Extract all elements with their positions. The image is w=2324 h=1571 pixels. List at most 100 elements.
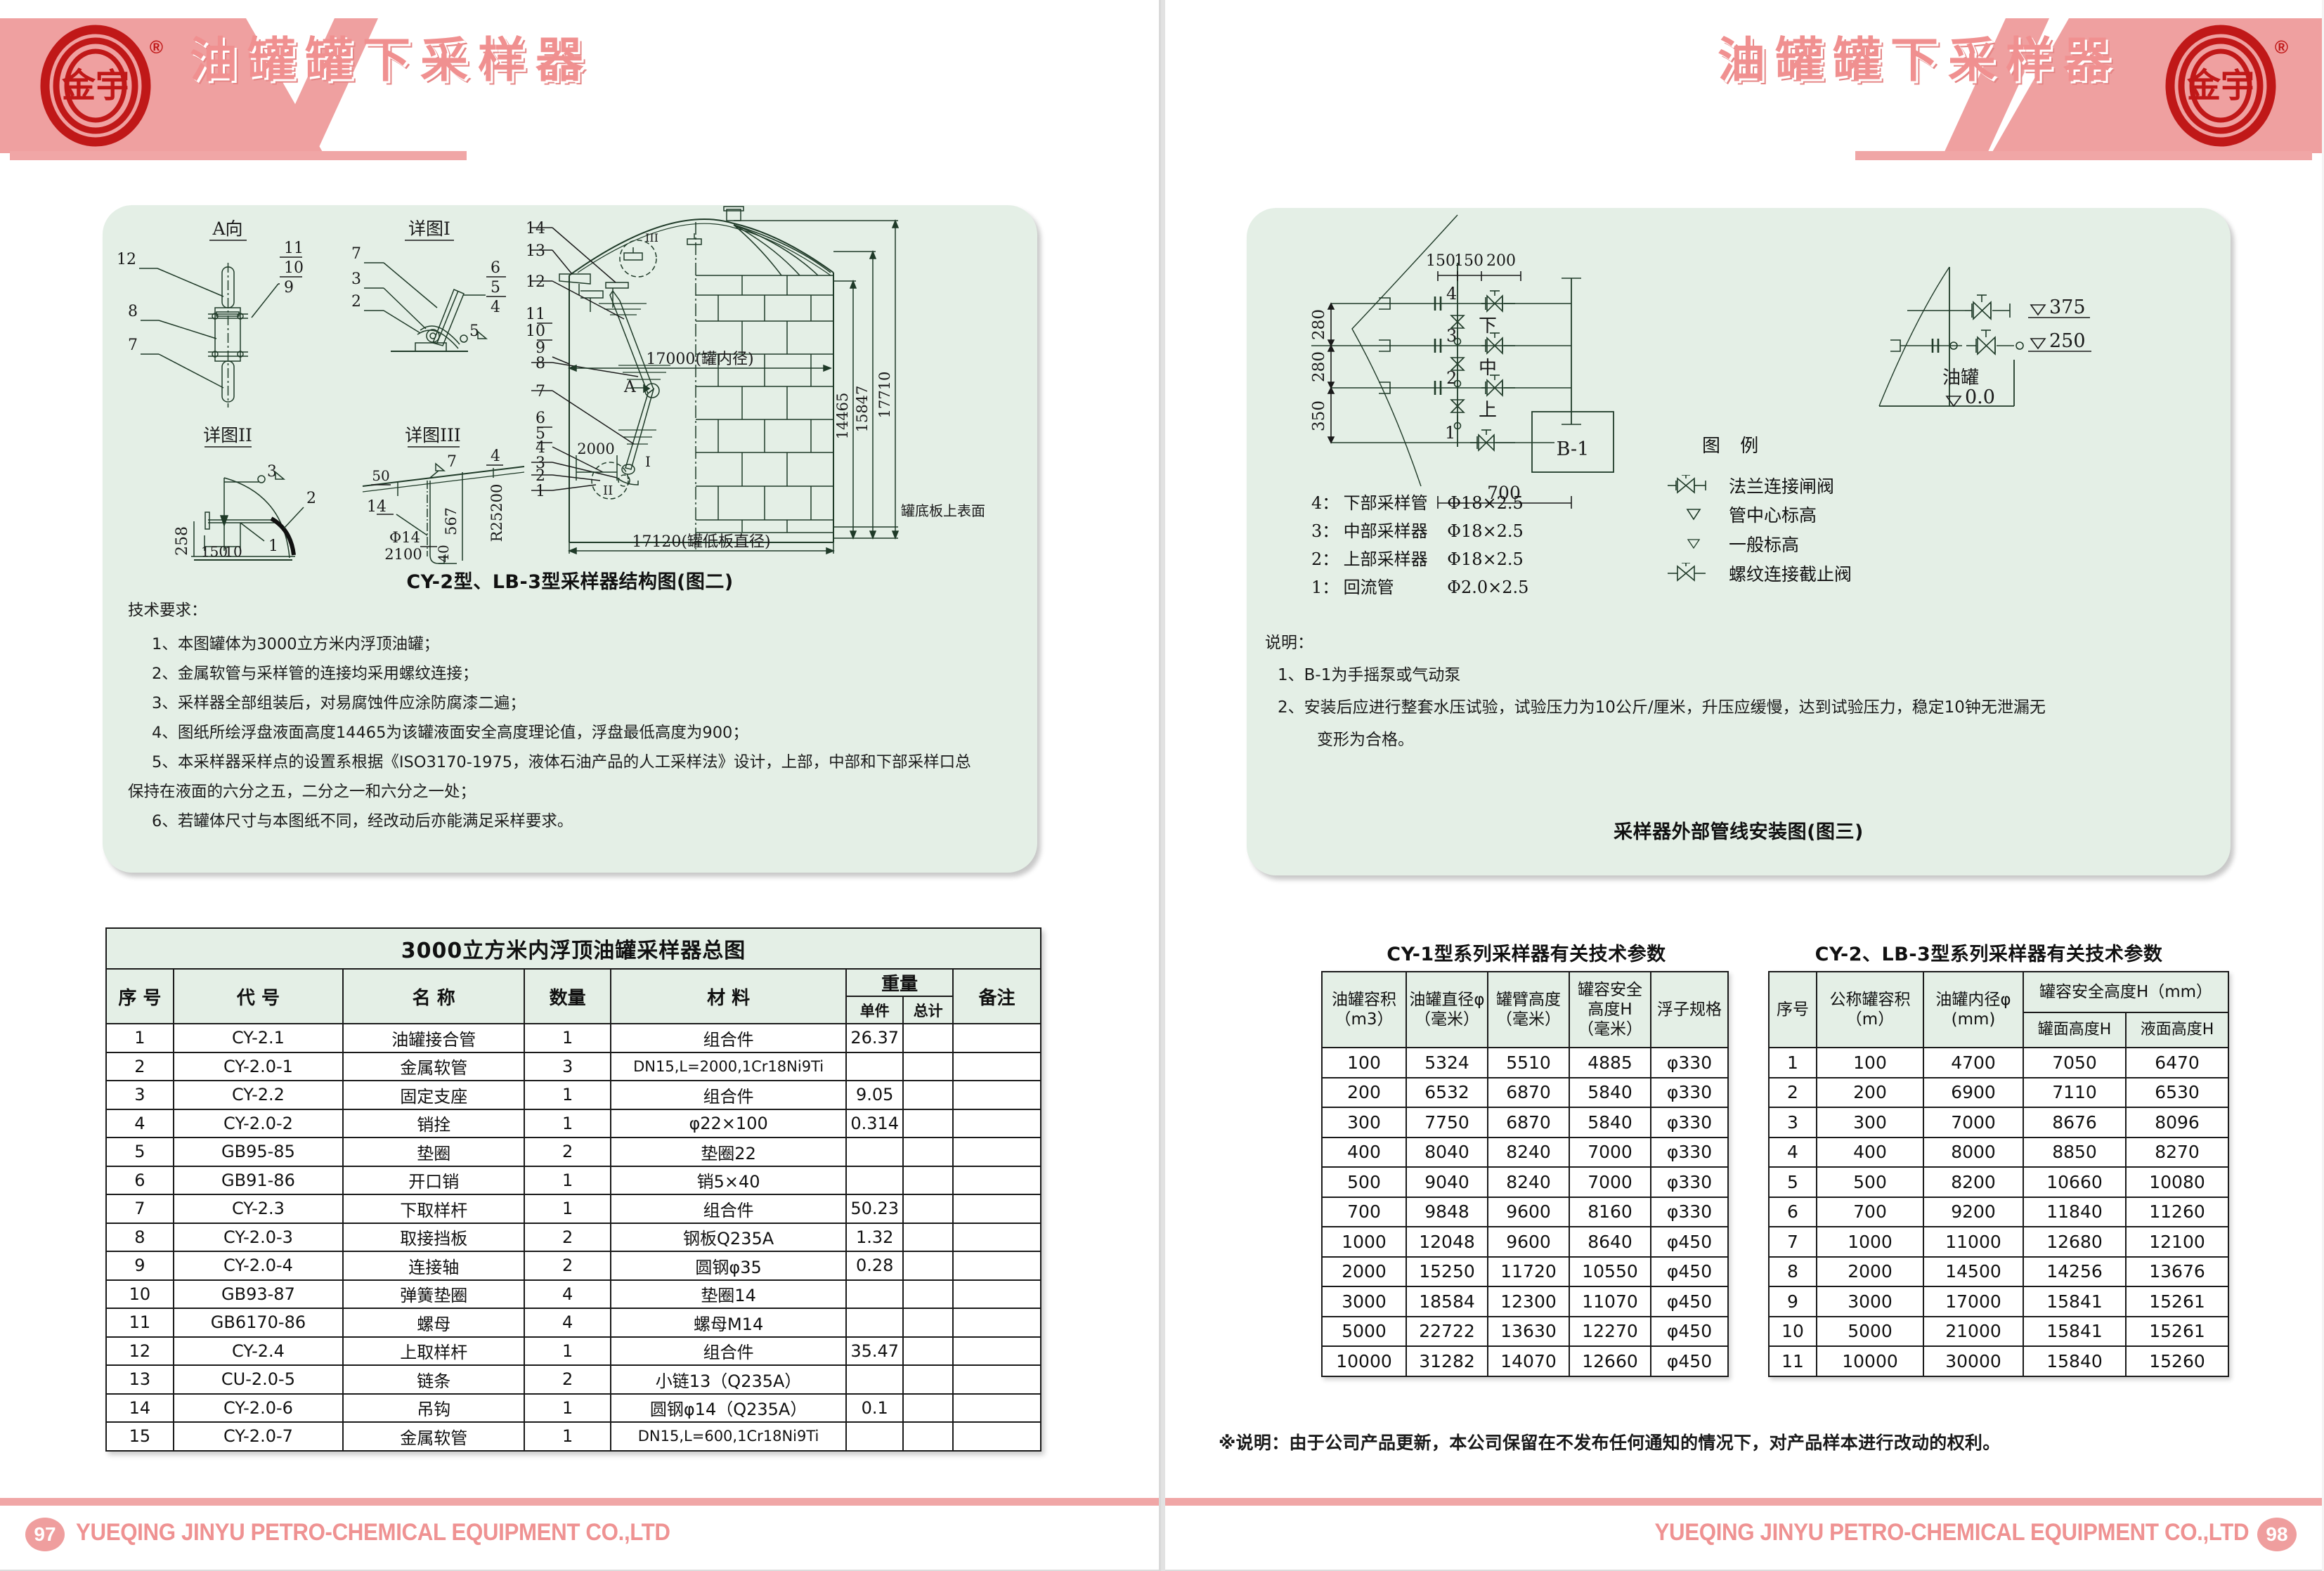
t1-cell-volume: 2000	[1321, 1256, 1407, 1287]
bom-cell-name: 弹簧垫圈	[342, 1279, 526, 1309]
bom-cell-material: 小链13（Q235A）	[610, 1364, 848, 1395]
table-row: 4 CY-2.0-2 销拴 1 φ22×100 0.314	[105, 1108, 1041, 1138]
t1-cell-wall-h: 14070	[1487, 1345, 1570, 1377]
bom-cell-code: CU-2.0-5	[172, 1364, 344, 1395]
t2-cell-tank-h: 7110	[2023, 1076, 2127, 1108]
table-row: 6 GB91-86 开口销 1 销5×40	[105, 1165, 1041, 1195]
company-name-right: YUEQING JINYU PETRO-CHEMICAL EQUIPMENT C…	[1654, 1519, 2249, 1546]
bom-cell-material: 销5×40	[610, 1165, 848, 1195]
table-row: 10 5000 21000 15841 15261	[1768, 1315, 2229, 1347]
table-row: 5 GB95-85 垫圈 2 垫圈22	[105, 1137, 1041, 1167]
table-row: 1000 12048 9600 8640 φ450	[1321, 1226, 1729, 1258]
bom-cell-note	[952, 1251, 1041, 1281]
t2-cell-tank-h: 11840	[2023, 1196, 2127, 1227]
svg-text:12: 12	[117, 251, 136, 268]
t2-cell-liquid-h: 8096	[2125, 1107, 2229, 1138]
tech-req-item-2: 2、金属软管与采样管的连接均采用螺纹连接；	[152, 665, 479, 683]
table-row: 2 CY-2.0-1 金属软管 3 DN15,L=2000,1Cr18Ni9Ti	[105, 1051, 1041, 1081]
svg-text:详图I: 详图I	[408, 219, 450, 239]
bom-cell-note	[952, 1194, 1041, 1224]
table-row: 9 3000 17000 15841 15261	[1768, 1286, 2229, 1317]
footer-body	[0, 1506, 1159, 1571]
technical-requirements: 技术要求： 1、本图罐体为3000立方米内浮顶油罐； 2、金属软管与采样管的连接…	[128, 596, 1034, 836]
svg-text:1: 1	[1445, 423, 1455, 443]
t1-header-volume: 油罐容积 （m3）	[1321, 971, 1407, 1048]
bom-cell-seq: 6	[105, 1165, 174, 1195]
bom-cell-note	[952, 1051, 1041, 1081]
registered-trademark-icon: ®	[149, 37, 163, 58]
t2-cell-inner-d: 21000	[1923, 1315, 2024, 1347]
svg-text:258: 258	[174, 526, 191, 556]
t2-cell-tank-h: 15840	[2023, 1345, 2127, 1377]
t2-cell-volume: 200	[1816, 1076, 1924, 1108]
svg-text:17120(罐低板直径): 17120(罐低板直径)	[632, 533, 770, 551]
t2-subheader-liquid-h: 液面高度H	[2125, 1012, 2229, 1048]
svg-text:3: 3	[1446, 326, 1457, 346]
table-row: 5 500 8200 10660 10080	[1768, 1166, 2229, 1198]
right-page: 油罐罐下采样器 金宇 ®	[1161, 0, 2322, 1571]
t1-cell-safe-h: 7000	[1569, 1136, 1651, 1168]
bom-cell-qty: 1	[524, 1023, 612, 1053]
table-row: 1 CY-2.1 油罐接合管 1 组合件 26.37	[105, 1023, 1041, 1053]
bom-cell-code: GB93-87	[172, 1279, 344, 1309]
svg-text:150: 150	[1454, 252, 1484, 270]
bom-cell-code: CY-2.0-2	[172, 1108, 344, 1138]
t2-cell-liquid-h: 10080	[2125, 1166, 2229, 1198]
t1-cell-wall-h: 6870	[1487, 1076, 1570, 1108]
table-cy2-title: CY-2、LB-3型系列采样器有关技术参数	[1815, 944, 2163, 965]
bom-cell-note	[952, 1222, 1041, 1252]
t2-cell-liquid-h: 6530	[2125, 1076, 2229, 1108]
t1-cell-float: φ330	[1650, 1136, 1729, 1168]
t2-cell-inner-d: 14500	[1923, 1256, 2024, 1287]
bom-cell-weight-unit: 26.37	[845, 1023, 904, 1053]
svg-text:油罐: 油罐	[1942, 367, 1979, 389]
bom-cell-weight-unit	[845, 1364, 904, 1395]
legend-item-pipe-center-elevation: 管中心标高	[1658, 500, 1954, 529]
table-cy1-title: CY-1型系列采样器有关技术参数	[1387, 944, 1666, 965]
svg-text:50: 50	[372, 467, 389, 484]
svg-text:罐底板上表面: 罐底板上表面	[901, 502, 985, 519]
t1-cell-float: φ330	[1650, 1107, 1729, 1138]
bom-cell-note	[952, 1421, 1041, 1452]
t2-cell-seq: 11	[1768, 1345, 1817, 1377]
page-title: 油罐罐下采样器	[190, 33, 594, 89]
legend-item-flange-gate-valve: 法兰连接闸阀	[1658, 471, 1954, 500]
table-row: 3000 18584 12300 11070 φ450	[1321, 1286, 1729, 1317]
svg-text:R25200: R25200	[488, 484, 505, 542]
t1-cell-diameter: 12048	[1406, 1226, 1488, 1258]
svg-text:11: 11	[526, 306, 545, 323]
t2-rows: 1 100 4700 7050 6470 2 200 6900 7110 6530 3 300 7000…	[1768, 1047, 2229, 1377]
legend-label-general-elevation: 一般标高	[1729, 535, 1800, 555]
bom-cell-material: 钢板Q235A	[610, 1222, 848, 1252]
t1-cell-safe-h: 7000	[1569, 1166, 1651, 1198]
bom-cell-weight-unit	[845, 1279, 904, 1309]
bom-cell-material: φ22×100	[610, 1108, 848, 1138]
bom-cell-weight-total	[902, 1080, 954, 1110]
bom-cell-seq: 12	[105, 1336, 174, 1366]
bom-cell-seq: 11	[105, 1308, 174, 1338]
t2-cell-liquid-h: 13676	[2125, 1256, 2229, 1287]
pipe-spec-row-1: 1： 回流管 Φ2.0×2.5	[1311, 578, 1529, 597]
bom-cell-seq: 4	[105, 1108, 174, 1138]
svg-text:10: 10	[224, 543, 242, 560]
svg-text:5: 5	[469, 322, 479, 340]
page-number: 97	[25, 1518, 65, 1551]
bom-cell-weight-unit: 0.1	[845, 1393, 904, 1423]
svg-text:17000(罐内径): 17000(罐内径)	[646, 351, 753, 368]
svg-text:2000: 2000	[577, 441, 614, 457]
table-row: 11 10000 30000 15840 15260	[1768, 1345, 2229, 1377]
t1-header-float: 浮子规格	[1650, 971, 1729, 1048]
svg-text:4: 4	[1446, 284, 1457, 304]
table-row: 6 700 9200 11840 11260	[1768, 1196, 2229, 1227]
t1-cell-safe-h: 5840	[1569, 1107, 1651, 1138]
svg-text:3: 3	[351, 270, 361, 288]
t1-header-wall-h: 罐臂高度 （毫米）	[1487, 971, 1570, 1048]
t1-cell-wall-h: 13630	[1487, 1315, 1570, 1347]
t2-cell-seq: 6	[1768, 1196, 1817, 1227]
svg-text:12: 12	[526, 273, 545, 291]
bom-cell-weight-unit: 0.314	[845, 1108, 904, 1138]
bom-cell-material: 圆钢φ35	[610, 1251, 848, 1281]
notes-item-2: 2、安装后应进行整套水压试验，试验压力为10公斤/厘米，升压应缓慢，达到试验压力…	[1278, 698, 2046, 717]
t1-cell-safe-h: 5840	[1569, 1076, 1651, 1108]
bom-cell-material: 垫圈14	[610, 1279, 848, 1309]
